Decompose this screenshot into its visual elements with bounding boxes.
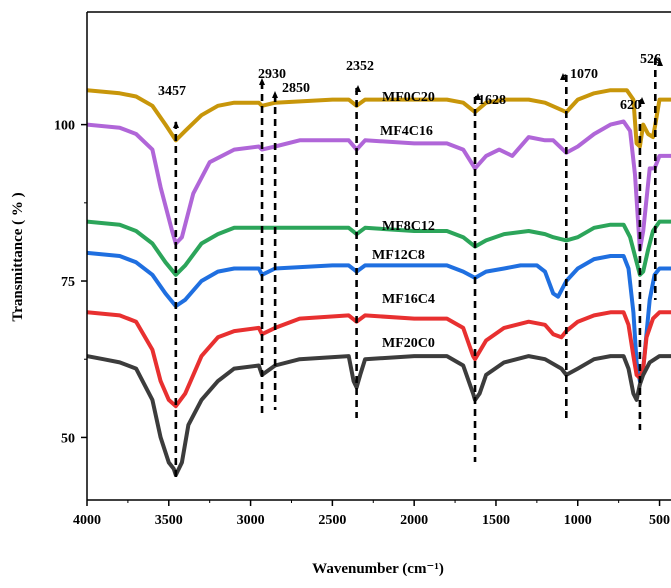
series-label-mf0c20: MF0C20 xyxy=(382,90,435,105)
y-axis-title: Transmittance ( % ) xyxy=(10,192,26,321)
x-tick-label-2000: 2000 xyxy=(400,513,428,528)
x-tick-label-2500: 2500 xyxy=(318,513,346,528)
x-tick-label-3500: 3500 xyxy=(155,513,183,528)
series-label-mf20c0: MF20C0 xyxy=(382,336,435,351)
peak-label-620: 620 xyxy=(620,98,641,113)
peak-label-2930: 2930 xyxy=(258,67,286,82)
x-tick-label-500: 500 xyxy=(649,513,670,528)
peak-arrowhead-3457 xyxy=(173,121,179,128)
peak-arrowhead-2850 xyxy=(272,91,278,98)
peak-label-2850: 2850 xyxy=(282,81,310,96)
x-tick-label-4000: 4000 xyxy=(73,513,101,528)
y-tick-label-50: 50 xyxy=(61,431,75,446)
peak-label-2352: 2352 xyxy=(346,59,374,74)
series-labels-layer: MF0C20 MF4C16 MF8C12 MF12C8 MF16C4 MF20C0 xyxy=(372,90,435,351)
x-axis-title: Wavenumber (cm⁻¹) xyxy=(312,561,444,577)
series-label-mf16c4: MF16C4 xyxy=(382,292,435,307)
peak-label-1628: 1628 xyxy=(478,93,506,108)
peak-label-3457: 3457 xyxy=(158,84,186,99)
x-tick-label-1000: 1000 xyxy=(564,513,592,528)
x-tick-label-3000: 3000 xyxy=(237,513,265,528)
series-label-mf8c12: MF8C12 xyxy=(382,219,435,234)
series-label-mf4c16: MF4C16 xyxy=(380,124,433,139)
peak-label-1070: 1070 xyxy=(570,67,598,82)
x-tick-label-1500: 1500 xyxy=(482,513,510,528)
series-label-mf12c8: MF12C8 xyxy=(372,248,425,263)
peak-label-526: 526 xyxy=(640,52,661,67)
y-tick-label-75: 75 xyxy=(61,275,75,290)
y-tick-label-100: 100 xyxy=(54,119,75,134)
